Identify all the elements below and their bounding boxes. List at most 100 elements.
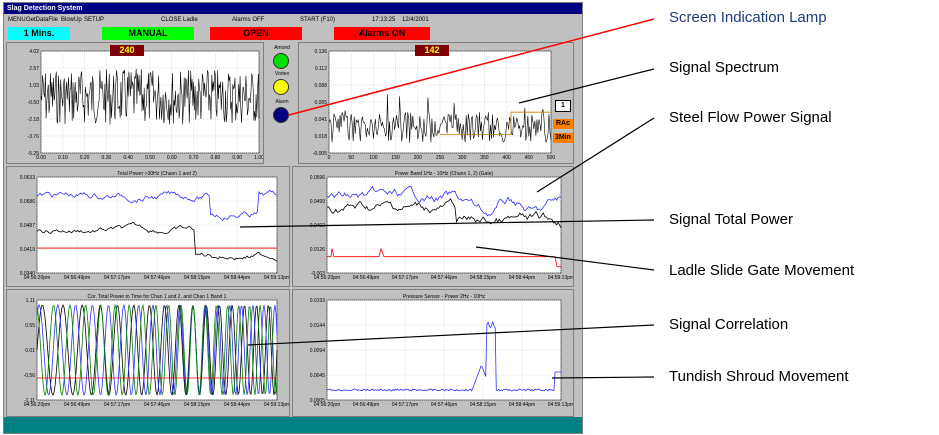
signal-x-tick: 0.30: [102, 155, 112, 161]
correlation-series-2: [36, 303, 278, 397]
power-band-chan1-line: [326, 198, 562, 228]
signal-y-tick: -2.18: [28, 117, 40, 123]
spectrum-x-tick: 100: [369, 155, 378, 161]
menu-item-7[interactable]: 17:13:25: [372, 17, 396, 23]
spectrum-y-tick: 0.041: [314, 117, 327, 123]
signal-y-tick: -3.76: [28, 134, 40, 140]
callout-line-spectrum: [518, 68, 655, 104]
spectrum-mode-select[interactable]: RAc: [553, 119, 573, 129]
total-power-y-tick: 0.0340: [20, 271, 36, 277]
spectrum-x-tick: 150: [391, 155, 400, 161]
signal-y-tick: 1.03: [29, 83, 39, 89]
callout-steel-flow-power-signal: Steel Flow Power Signal: [669, 109, 832, 126]
power-band-title: Power Band 1Hz - 10Hz (Chann 1, 2) (Gate…: [395, 171, 494, 177]
spectrum-pane: 0 50 100 150 200 250 300 350 400 450 500 0.136 0.112…: [298, 42, 574, 164]
power-band-y-tick: 0.0596: [310, 175, 326, 181]
lamp-label-vortex: Vortex: [274, 71, 290, 77]
pressure-y-tick: 0.0005: [310, 398, 326, 404]
menu-item-2[interactable]: BlowUp: [61, 17, 82, 23]
correlation-x-tick: 04:58:15pm: [184, 402, 210, 408]
spectrum-y-tick: -0.005: [313, 151, 327, 157]
pressure-x-tick: 04:57:46pm: [431, 402, 457, 408]
menu-item-8[interactable]: 12/4/2001: [402, 17, 429, 23]
correlation-x-tick: 04:58:44pm: [224, 402, 250, 408]
correlation-x-tick: 04:56:20pm: [24, 402, 50, 408]
signal-x-tick: 0.70: [189, 155, 199, 161]
menu-item-4[interactable]: CLOSE Ladle: [161, 17, 198, 23]
spectrum-y-tick: 0.018: [314, 134, 327, 140]
callout-signal-correlation: Signal Correlation: [669, 316, 789, 333]
signal-y-tick: -5.25: [28, 151, 40, 157]
menu-item-5[interactable]: Alarms OFF: [232, 17, 265, 23]
signal-x-tick: 0.40: [123, 155, 133, 161]
spectrum-x-tick: 0: [328, 155, 331, 161]
correlation-x-tick: 04:57:17pm: [104, 402, 130, 408]
spectrum-x-tick: 450: [525, 155, 534, 161]
spectrum-channel-select[interactable]: 1: [555, 100, 571, 112]
spectrum-threshold: [440, 111, 551, 135]
spectrum-y-tick: 0.065: [314, 100, 327, 106]
signal-x-tick: 0.10: [58, 155, 68, 161]
callout-line-lamp: [288, 18, 655, 116]
correlation-y-tick: -1.11: [24, 398, 35, 404]
menu-item-1[interactable]: GetDataFile: [26, 17, 59, 23]
menu-item-6[interactable]: START (F10): [300, 17, 336, 23]
alarm-status-indicator[interactable]: Alarms ON: [334, 27, 430, 40]
pressure-y-tick: 0.0045: [310, 373, 326, 379]
power-band-x-tick: 04:57:17pm: [392, 275, 418, 281]
pressure-x-tick: 04:57:17pm: [392, 402, 418, 408]
callout-screen-indication-lamp: Screen Indication Lamp: [669, 9, 827, 26]
total-power-x-tick: 04:58:15pm: [184, 275, 210, 281]
interval-indicator[interactable]: 1 Mins.: [8, 27, 70, 40]
total-power-y-tick: 0.0487: [20, 223, 36, 229]
spectrum-x-tick: 400: [502, 155, 511, 161]
callout-line-gate: [475, 246, 655, 271]
total-power-title: Total Power >30Hz (Chann 1 and 2): [117, 171, 197, 177]
armed-lamp-icon: [273, 53, 289, 69]
spectrum-time-select[interactable]: 3Min: [553, 133, 573, 143]
pressure-x-tick: 04:56:49pm: [353, 402, 379, 408]
pressure-y-tick: 0.0144: [310, 323, 326, 329]
total-power-x-tick: 04:56:49pm: [64, 275, 90, 281]
window-title: Slag Detection System: [4, 3, 582, 14]
total-power-y-tick: 0.0419: [20, 247, 36, 253]
spectrum-chart: 0 50 100 150 200 250 300 350 400 450 500 0.136 0.112…: [313, 49, 556, 161]
vortex-lamp-icon: [273, 79, 289, 95]
pressure-chart: 04:56:20pm 04:56:49pm 04:57:17pm 04:57:46pm…: [310, 294, 573, 408]
callout-tundish-shroud: Tundish Shroud Movement: [669, 368, 849, 385]
signal-x-tick: 0.20: [80, 155, 90, 161]
signal-count-box: 240: [110, 45, 144, 56]
spectrum-x-tick: 200: [414, 155, 423, 161]
signal-y-tick: 2.57: [29, 66, 39, 72]
pressure-pane: 04:56:20pm 04:56:49pm 04:57:17pm 04:57:46pm…: [292, 289, 574, 417]
mode-indicator[interactable]: MANUAL: [102, 27, 194, 40]
total-power-x-tick: 04:58:44pm: [224, 275, 250, 281]
correlation-y-tick: -0.56: [24, 373, 36, 379]
alarm-lamp-icon: [273, 107, 289, 123]
correlation-y-tick: 0.55: [25, 323, 35, 329]
lamp-label-alarm: Alarm: [275, 99, 289, 105]
spectrum-x-tick: 50: [348, 155, 354, 161]
callout-line-shroud: [551, 376, 655, 379]
total-power-y-tick: 0.0586: [20, 199, 36, 205]
power-band-x-tick: 04:57:46pm: [431, 275, 457, 281]
callout-ladle-slide-gate: Ladle Slide Gate Movement: [669, 262, 855, 279]
spectrum-y-tick: 0.136: [314, 49, 327, 55]
total-power-x-tick: 04:57:46pm: [144, 275, 170, 281]
signal-x-tick: 1.00: [254, 155, 263, 161]
status-row: 1 Mins. MANUAL OPEN Alarms ON: [4, 27, 582, 40]
menu-item-3[interactable]: SETUP: [84, 17, 105, 23]
correlation-y-tick: 0.01: [25, 348, 35, 354]
power-band-pane: 04:56:20pm 04:56:49pm 04:57:17pm 04:57:46pm…: [292, 166, 574, 287]
power-band-x-tick: 04:58:15pm: [470, 275, 496, 281]
power-band-chart: 04:56:20pm 04:56:49pm 04:57:17pm 04:57:46pm…: [310, 171, 573, 281]
callout-line-total-power: [239, 219, 655, 228]
pressure-x-tick: 04:56:20pm: [314, 402, 340, 408]
gate-status-indicator[interactable]: OPEN: [210, 27, 302, 40]
signal-x-tick: 0.00: [36, 155, 46, 161]
pressure-x-tick: 04:58:15pm: [470, 402, 496, 408]
total-power-y-tick: 0.0633: [20, 175, 36, 181]
menu-item-0[interactable]: MENU: [8, 17, 26, 23]
correlation-y-tick: 1.11: [26, 298, 36, 304]
